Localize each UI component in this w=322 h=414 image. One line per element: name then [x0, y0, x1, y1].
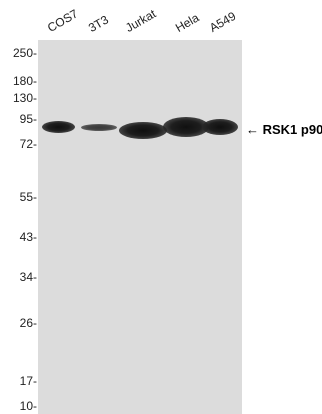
- band-jurkat: [119, 122, 167, 139]
- marker-10: 10-: [19, 399, 37, 413]
- target-protein-label: ← RSK1 p90: [246, 122, 322, 137]
- lane-label-3t3: 3T3: [86, 12, 111, 35]
- band-hela: [163, 117, 209, 137]
- lane-label-a549: A549: [207, 8, 239, 35]
- marker-17: 17-: [19, 374, 37, 388]
- marker-250: 250-: [12, 46, 37, 60]
- marker-34: 34-: [19, 270, 37, 284]
- marker-130: 130-: [12, 91, 37, 105]
- band-3t3: [81, 124, 117, 131]
- lane-label-jurkat: Jurkat: [123, 6, 159, 35]
- marker-72: 72-: [19, 137, 37, 151]
- band-a549: [202, 119, 238, 135]
- marker-180: 180-: [12, 74, 37, 88]
- marker-55: 55-: [19, 190, 37, 204]
- blot-membrane: [38, 40, 242, 414]
- lane-label-hela: Hela: [173, 10, 202, 35]
- band-cos7: [42, 121, 75, 133]
- marker-43: 43-: [19, 230, 37, 244]
- lane-label-cos7: COS7: [45, 6, 81, 35]
- marker-95: 95-: [19, 112, 37, 126]
- marker-26: 26-: [19, 316, 37, 330]
